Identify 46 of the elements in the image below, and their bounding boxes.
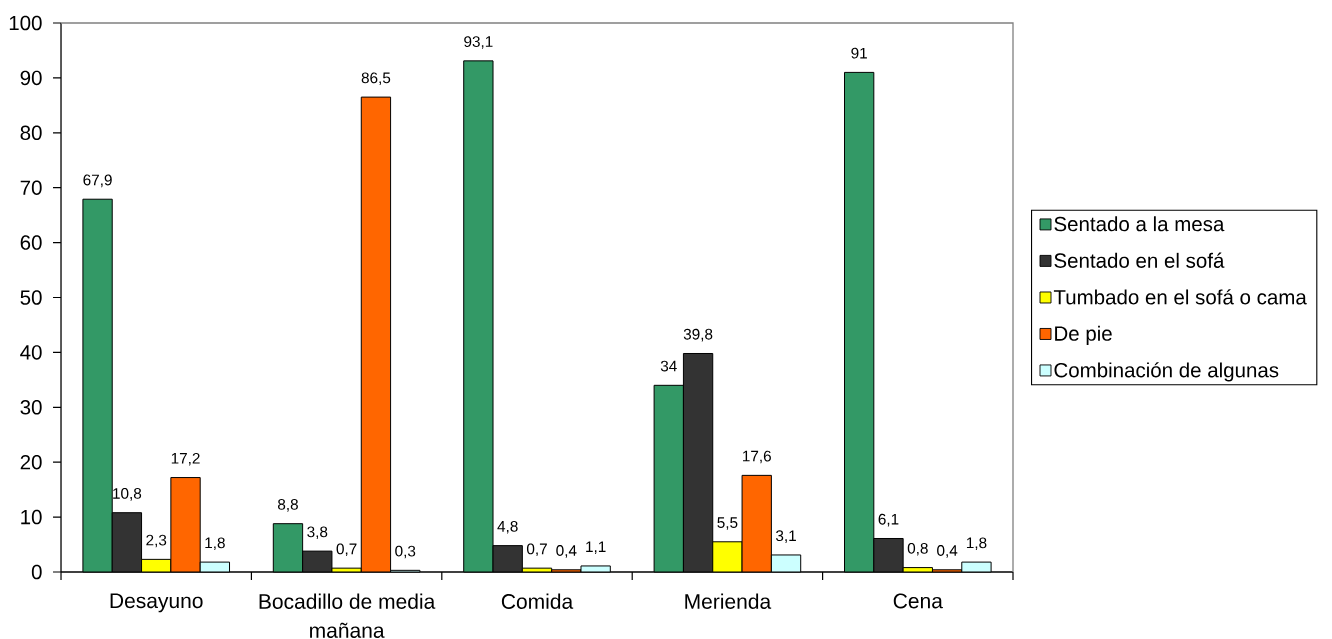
y-tick-label: 10 <box>21 509 42 525</box>
x-tick-label: Cena <box>893 593 943 609</box>
legend-label: Tumbado en el sofá o cama <box>1053 289 1307 305</box>
data-label: 1,1 <box>586 541 606 554</box>
x-tick-label: Desayuno <box>110 593 203 613</box>
data-label: 34 <box>660 360 677 372</box>
data-label: 17,2 <box>171 452 200 466</box>
data-label: 39,8 <box>683 328 713 342</box>
data-label: 5,5 <box>717 517 738 530</box>
y-tick-label: 50 <box>20 290 42 305</box>
data-label: 4,8 <box>497 520 518 534</box>
y-tick-label: 30 <box>20 400 42 415</box>
x-tick-label: Bocadillo de media mañana <box>259 593 436 638</box>
data-label: 86,5 <box>361 72 391 86</box>
data-label: 8,8 <box>277 498 298 512</box>
y-tick-label: 20 <box>20 454 42 470</box>
y-tick-label: 60 <box>20 235 42 250</box>
data-label: 3,1 <box>775 530 796 543</box>
data-label: 0,4 <box>556 545 577 558</box>
data-label: 67,9 <box>83 174 112 188</box>
data-label: 10,8 <box>113 488 142 501</box>
data-label: 3,8 <box>307 526 328 540</box>
data-label: 6,1 <box>878 513 899 527</box>
legend-label: Sentado a la mesa <box>1054 216 1225 232</box>
y-tick-label: 70 <box>20 180 42 195</box>
y-tick-label: 40 <box>20 345 42 360</box>
y-tick-label: 90 <box>20 70 42 86</box>
data-label: 2,3 <box>146 534 167 548</box>
data-label: 93,1 <box>464 36 493 49</box>
data-label: 1,8 <box>205 537 225 551</box>
data-label: 0,8 <box>907 542 928 556</box>
data-label: 0,4 <box>937 545 958 558</box>
data-label: 91 <box>851 47 867 59</box>
data-label: 0,7 <box>526 543 547 557</box>
data-label: 17,6 <box>743 450 771 464</box>
data-label: 0,7 <box>336 543 357 557</box>
y-tick-label: 80 <box>20 125 42 141</box>
legend-label: De pie <box>1055 325 1112 345</box>
legend-label: Combinación de algunas <box>1054 362 1279 382</box>
x-tick-label: Merienda <box>685 593 772 609</box>
x-tick-label: Comida <box>501 593 574 609</box>
legend-label: Sentado en el sofá <box>1054 252 1225 268</box>
y-tick-label: 100 <box>9 15 42 31</box>
data-label: 1,8 <box>966 537 987 551</box>
data-label: 0,3 <box>395 545 416 559</box>
y-tick-label: 0 <box>31 564 42 580</box>
